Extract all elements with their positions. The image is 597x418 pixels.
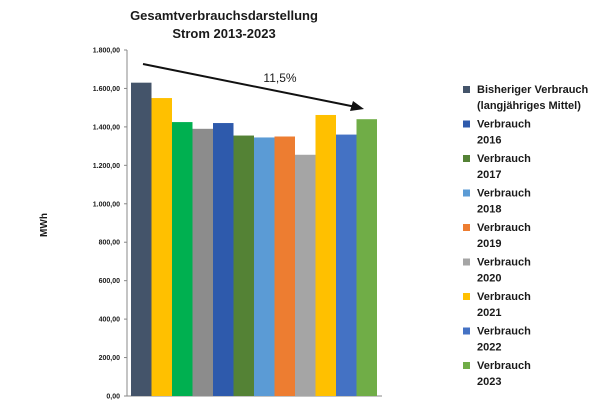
legend-swatch: [463, 327, 470, 335]
trend-annotation: 11,5%: [263, 71, 296, 85]
bar: [274, 136, 295, 396]
legend-label: 2019: [477, 238, 501, 250]
bar: [151, 98, 172, 397]
bar: [336, 134, 357, 397]
bar: [295, 154, 316, 396]
legend-label: 2018: [477, 204, 501, 216]
bar: [356, 119, 377, 396]
y-tick-label: 1.400,00: [93, 124, 120, 131]
legend-label: Verbrauch: [477, 291, 531, 303]
legend-label: 2021: [477, 307, 501, 319]
y-ticks: 0,00 200,00 400,00 600,00 800,00 1.000,00 1.20…: [93, 48, 127, 401]
legend-label: Verbrauch: [477, 326, 531, 338]
legend-label: (langjähriges Mittel): [477, 100, 581, 112]
legend-label: Verbrauch: [477, 360, 531, 372]
legend-swatch: [463, 258, 470, 266]
legend-label: Verbrauch: [477, 119, 531, 131]
y-tick-label: 0,00: [106, 394, 120, 401]
legend-label: Verbrauch: [477, 257, 531, 269]
trend-arrow: [142, 63, 364, 111]
legend-label: 2017: [477, 169, 501, 181]
legend-label: Verbrauch: [477, 222, 531, 234]
bar: [233, 135, 254, 397]
y-tick-label: 200,00: [99, 355, 121, 362]
bar: [192, 128, 213, 397]
legend-label: 2022: [477, 342, 501, 354]
y-tick-label: 1.200,00: [93, 163, 120, 170]
y-tick-label: 400,00: [99, 317, 121, 324]
legend: Bisheriger Verbrauch (langjähriges Mittel…: [463, 84, 589, 388]
chart-subtitle: Strom 2013-2023: [172, 26, 275, 41]
bar: [254, 137, 275, 396]
bar: [172, 122, 193, 396]
legend-swatch: [463, 155, 470, 162]
legend-swatch: [463, 362, 470, 369]
y-tick-label: 1.800,00: [93, 48, 120, 55]
y-tick-label: 1.000,00: [93, 201, 120, 208]
y-tick-label: 600,00: [99, 278, 121, 285]
legend-label: 2020: [477, 273, 501, 285]
legend-label: Bisheriger Verbrauch: [477, 84, 589, 96]
chart-title: Gesamtverbrauchsdarstellung: [130, 8, 318, 23]
legend-label: 2016: [477, 135, 501, 147]
legend-label: 2023: [477, 376, 501, 388]
y-tick-label: 800,00: [99, 240, 121, 247]
bar: [213, 123, 234, 397]
bar: [131, 82, 152, 396]
legend-swatch: [463, 293, 470, 300]
legend-label: Verbrauch: [477, 153, 531, 165]
legend-swatch: [463, 224, 470, 231]
bars: [131, 82, 377, 397]
legend-label: Verbrauch: [477, 188, 531, 200]
bar: [315, 114, 336, 397]
legend-swatch: [463, 86, 470, 93]
legend-swatch: [463, 120, 470, 128]
y-tick-label: 1.600,00: [93, 86, 120, 93]
legend-swatch: [463, 189, 470, 197]
y-axis-label: MWh: [39, 213, 50, 237]
